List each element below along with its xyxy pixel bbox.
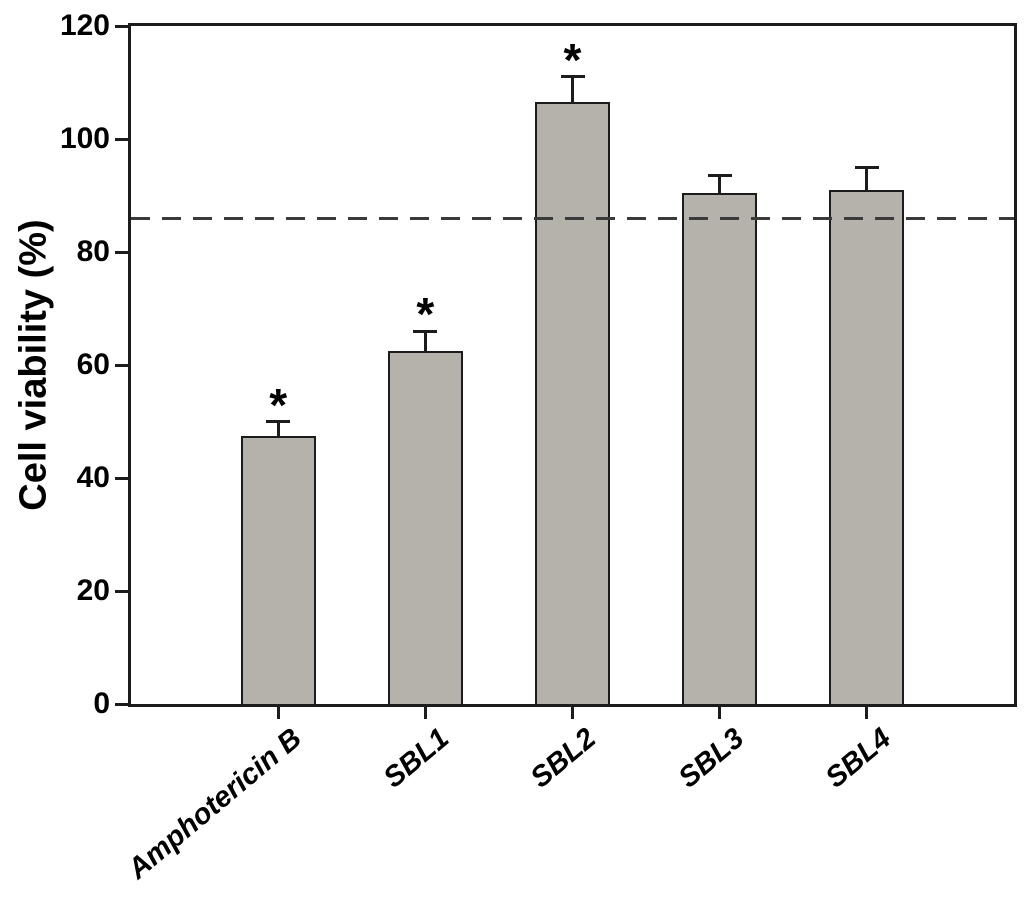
error-bar-cap bbox=[266, 420, 291, 423]
bar bbox=[535, 102, 610, 704]
y-axis-tick-label: 80 bbox=[76, 235, 110, 268]
error-bar-line bbox=[423, 331, 427, 351]
y-axis-tick bbox=[115, 476, 128, 480]
y-axis-tick bbox=[115, 363, 128, 367]
error-bar-line bbox=[571, 76, 574, 103]
y-axis-tick-label: 0 bbox=[93, 687, 110, 720]
x-axis-category-label: SBL3 bbox=[672, 722, 750, 795]
bar bbox=[240, 435, 316, 704]
y-axis-tick bbox=[115, 24, 128, 28]
y-axis-tick bbox=[115, 702, 128, 706]
x-axis-category-label: Amphotericin B bbox=[122, 722, 309, 886]
significance-asterisk: * bbox=[269, 378, 288, 431]
x-axis-tick bbox=[423, 707, 427, 719]
y-axis-tick-label: 40 bbox=[76, 461, 110, 494]
y-axis-tick bbox=[115, 250, 128, 254]
bar bbox=[829, 189, 905, 704]
significance-asterisk: * bbox=[416, 288, 435, 341]
error-bar-cap bbox=[707, 174, 732, 178]
error-bar-cap bbox=[413, 329, 438, 333]
y-axis-tick-label: 100 bbox=[59, 122, 110, 155]
x-axis-tick bbox=[718, 707, 722, 719]
error-bar-line bbox=[718, 175, 722, 193]
error-bar-line bbox=[276, 421, 280, 436]
significance-asterisk: * bbox=[563, 33, 582, 86]
y-axis-tick bbox=[115, 137, 128, 141]
bar bbox=[682, 192, 758, 704]
x-axis-tick bbox=[571, 707, 574, 719]
y-axis-tick bbox=[115, 589, 128, 593]
x-axis-category-label: SBL1 bbox=[377, 722, 456, 795]
y-axis-tick-label: 120 bbox=[59, 9, 110, 42]
x-axis-tick bbox=[865, 707, 869, 719]
error-bar-line bbox=[865, 167, 869, 190]
error-bar-cap bbox=[854, 165, 879, 169]
plot-area: * * * bbox=[128, 23, 1017, 707]
x-axis-category-label: SBL2 bbox=[525, 722, 603, 795]
x-axis-tick bbox=[276, 707, 280, 719]
x-axis-category-label: SBL4 bbox=[819, 722, 897, 795]
bar bbox=[387, 350, 463, 704]
y-axis-tick-label: 20 bbox=[76, 574, 110, 607]
y-axis-tick-label: 60 bbox=[76, 348, 110, 381]
reference-line bbox=[131, 216, 1014, 220]
error-bar-cap bbox=[560, 75, 585, 79]
